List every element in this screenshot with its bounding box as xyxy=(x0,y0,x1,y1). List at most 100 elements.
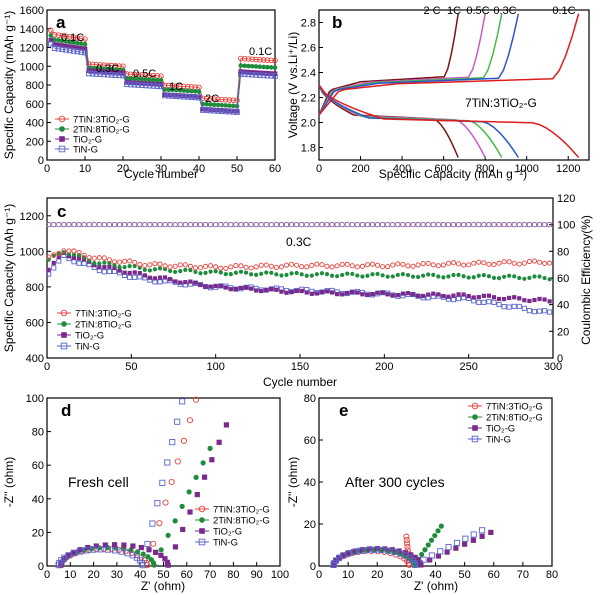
capacity-point xyxy=(46,271,52,277)
efficiency-point xyxy=(334,222,340,227)
panel-d-xtick-label: 0 xyxy=(44,569,50,581)
efficiency-point xyxy=(481,222,487,228)
impedance-point xyxy=(194,492,200,498)
legend-marker xyxy=(199,528,205,534)
impedance-point xyxy=(134,549,141,555)
panel-a-xtick-label: 60 xyxy=(269,163,281,175)
legend-label: 2TiN:8TiO₂-G xyxy=(75,320,132,331)
impedance-point xyxy=(102,542,108,548)
data-point xyxy=(253,72,259,78)
data-point xyxy=(116,70,122,75)
efficiency-point xyxy=(471,222,476,227)
capacity-point xyxy=(547,260,553,266)
impedance-point xyxy=(453,539,461,546)
data-point xyxy=(234,109,240,115)
impedance-point xyxy=(150,540,157,547)
data-point xyxy=(173,93,179,99)
capacity-point xyxy=(542,275,547,281)
efficiency-point xyxy=(71,222,77,228)
panel-c-xtick-label: 0 xyxy=(44,361,50,373)
capacity-point xyxy=(542,308,548,314)
capacity-point xyxy=(319,289,325,295)
data-point xyxy=(55,45,62,52)
efficiency-point xyxy=(435,222,441,228)
panel-a-xtick-label: 0 xyxy=(44,163,50,175)
efficiency-point xyxy=(364,222,371,228)
capacity-point xyxy=(203,284,208,289)
efficiency-point xyxy=(51,222,56,227)
efficiency-point xyxy=(273,222,279,228)
impedance-point xyxy=(350,548,358,556)
data-point xyxy=(97,71,103,77)
impedance-point xyxy=(70,549,77,555)
data-point xyxy=(230,97,236,103)
capacity-point xyxy=(228,264,234,270)
efficiency-point xyxy=(294,222,299,227)
impedance-point xyxy=(186,417,194,424)
panel-e-xtick-label: 50 xyxy=(459,569,471,581)
capacity-point xyxy=(405,263,411,269)
panel-a-xtick-label: 30 xyxy=(155,163,167,175)
impedance-point xyxy=(404,540,411,547)
capacity-point xyxy=(162,275,168,280)
capacity-point xyxy=(476,273,481,278)
curve-label: 0.5C xyxy=(466,5,489,17)
legend-label: TiN-G xyxy=(73,145,98,156)
capacity-point xyxy=(521,305,527,311)
capacity-point xyxy=(456,292,461,297)
data-point xyxy=(59,32,65,39)
data-point xyxy=(177,93,183,98)
capacity-point xyxy=(91,255,97,261)
capacity-point xyxy=(516,261,522,267)
data-point xyxy=(113,70,118,75)
capacity-point xyxy=(102,265,107,270)
capacity-point xyxy=(142,267,147,272)
efficiency-point xyxy=(334,222,340,228)
data-point xyxy=(246,63,251,69)
panel-c-xlabel: Cycle number xyxy=(263,375,337,389)
data-point xyxy=(97,69,103,74)
capacity-point xyxy=(405,272,411,278)
impedance-point xyxy=(144,540,151,547)
impedance-point xyxy=(77,547,83,553)
efficiency-point xyxy=(375,222,380,227)
legend-marker xyxy=(58,115,66,123)
data-point xyxy=(211,96,217,102)
impedance-point xyxy=(445,544,452,551)
capacity-point xyxy=(61,250,66,255)
impedance-point xyxy=(97,546,104,553)
impedance-point xyxy=(193,474,199,480)
capacity-point xyxy=(375,290,380,295)
efficiency-point xyxy=(258,222,264,228)
capacity-point xyxy=(501,297,507,302)
impedance-point xyxy=(223,422,230,428)
panel-a-xlabel: Cycle number xyxy=(124,167,198,181)
efficiency-point xyxy=(532,222,537,227)
capacity-point xyxy=(355,290,360,295)
impedance-point xyxy=(162,556,168,562)
data-point xyxy=(192,89,198,94)
data-point xyxy=(94,68,99,74)
efficiency-point xyxy=(390,222,396,227)
capacity-point xyxy=(501,274,507,279)
panel-c-ytick-label: 600 xyxy=(26,317,44,329)
panel-b-xtick-label: 400 xyxy=(393,163,411,175)
efficiency-point xyxy=(243,222,249,227)
data-point xyxy=(272,73,278,79)
impedance-point xyxy=(364,547,371,554)
capacity-point xyxy=(491,262,497,268)
capacity-point xyxy=(147,275,152,280)
charge-curve xyxy=(318,13,459,116)
capacity-point xyxy=(521,260,527,266)
impedance-point xyxy=(149,520,156,527)
efficiency-point xyxy=(274,222,279,227)
capacity-point xyxy=(532,274,537,279)
efficiency-point xyxy=(350,222,355,227)
legend-marker xyxy=(199,517,205,523)
panel-c-ytick-label: 1000 xyxy=(20,246,44,258)
legend-label: 2TiN:8TiO₂-G xyxy=(73,125,130,136)
efficiency-point xyxy=(183,222,188,227)
panel-e-ylabel: -Z'' (ohm) xyxy=(286,457,300,508)
efficiency-point xyxy=(142,222,148,228)
data-point xyxy=(48,41,54,47)
